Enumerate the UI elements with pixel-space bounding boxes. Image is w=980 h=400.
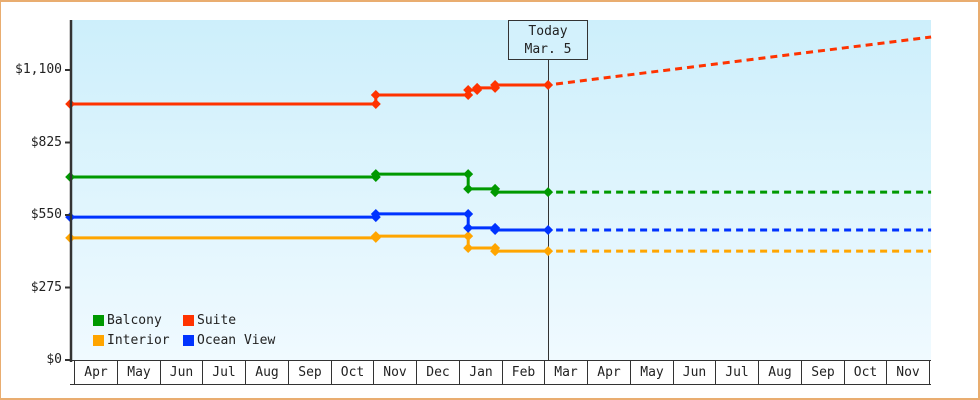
data-point-marker[interactable] bbox=[463, 231, 474, 242]
series-ocean-view bbox=[65, 208, 932, 236]
y-tick-label: $550 bbox=[30, 207, 62, 222]
data-point-marker[interactable] bbox=[543, 225, 554, 236]
data-point-marker[interactable] bbox=[463, 242, 474, 253]
legend-label: Interior bbox=[107, 333, 170, 348]
today-marker-box: Today Mar. 5 bbox=[508, 20, 588, 60]
data-point-marker[interactable] bbox=[490, 246, 501, 257]
data-point-marker[interactable] bbox=[370, 90, 381, 101]
x-tick-label-nov: Nov bbox=[373, 361, 416, 384]
interior-swatch-icon bbox=[93, 335, 104, 346]
legend-label: Ocean View bbox=[197, 333, 276, 348]
x-tick-label-jul: Jul bbox=[715, 361, 758, 384]
balcony-swatch-icon bbox=[93, 315, 104, 326]
data-point-marker[interactable] bbox=[463, 208, 474, 219]
x-tick-label-mar: Mar bbox=[544, 361, 587, 384]
x-tick-label-sep: Sep bbox=[288, 361, 331, 384]
legend-label: Suite bbox=[197, 313, 237, 328]
x-tick-label-aug: Aug bbox=[245, 361, 288, 384]
x-tick-label-apr: Apr bbox=[74, 361, 117, 384]
y-tick-label: $825 bbox=[30, 134, 62, 150]
data-point-marker[interactable] bbox=[490, 225, 501, 236]
data-point-marker[interactable] bbox=[370, 99, 381, 110]
x-tick-label-may: May bbox=[117, 361, 160, 384]
suite-swatch-icon bbox=[183, 315, 194, 326]
y-tick-label: $0 bbox=[46, 352, 62, 367]
data-point-marker[interactable] bbox=[370, 208, 381, 219]
plot-background bbox=[72, 20, 931, 360]
today-label: Today bbox=[528, 24, 568, 39]
x-tick-label-jun: Jun bbox=[673, 361, 715, 384]
data-point-marker[interactable] bbox=[543, 187, 554, 198]
x-tick-label-jan: Jan bbox=[459, 361, 502, 384]
x-tick-label-dec: Dec bbox=[416, 361, 459, 384]
series-suite bbox=[65, 35, 932, 110]
data-point-marker[interactable] bbox=[472, 82, 483, 93]
x-tick-label-sep: Sep bbox=[801, 361, 844, 384]
x-tick-label-may: May bbox=[630, 361, 673, 384]
data-point-marker[interactable] bbox=[463, 169, 474, 180]
suite-forecast-line bbox=[547, 35, 932, 87]
series-interior bbox=[65, 231, 932, 257]
x-tick-label-apr: Apr bbox=[587, 361, 630, 384]
x-tick-label-oct: Oct bbox=[844, 361, 886, 384]
data-point-marker[interactable] bbox=[463, 183, 474, 194]
data-point-marker[interactable] bbox=[490, 187, 501, 198]
x-tick-label-aug: Aug bbox=[758, 361, 801, 384]
data-point-marker[interactable] bbox=[370, 231, 381, 242]
data-point-marker[interactable] bbox=[463, 222, 474, 233]
y-tick-label: $1,100 bbox=[15, 62, 62, 77]
x-tick-label-oct: Oct bbox=[331, 361, 373, 384]
data-point-marker[interactable] bbox=[543, 80, 554, 91]
x-tick-label-feb: Feb bbox=[502, 361, 544, 384]
data-point-marker[interactable] bbox=[463, 90, 474, 101]
ocean-view-swatch-icon bbox=[183, 335, 194, 346]
x-tick-label-nov: Nov bbox=[886, 361, 930, 384]
data-point-marker[interactable] bbox=[370, 169, 381, 180]
x-tick-label-jul: Jul bbox=[202, 361, 245, 384]
x-tick-label-jun: Jun bbox=[160, 361, 202, 384]
series-balcony bbox=[65, 169, 932, 198]
today-date: Mar. 5 bbox=[524, 42, 572, 57]
data-point-marker[interactable] bbox=[490, 80, 501, 91]
data-point-marker[interactable] bbox=[463, 85, 474, 96]
legend-label: Balcony bbox=[107, 313, 162, 328]
data-point-marker[interactable] bbox=[543, 246, 554, 257]
y-tick-label: $275 bbox=[30, 279, 62, 295]
